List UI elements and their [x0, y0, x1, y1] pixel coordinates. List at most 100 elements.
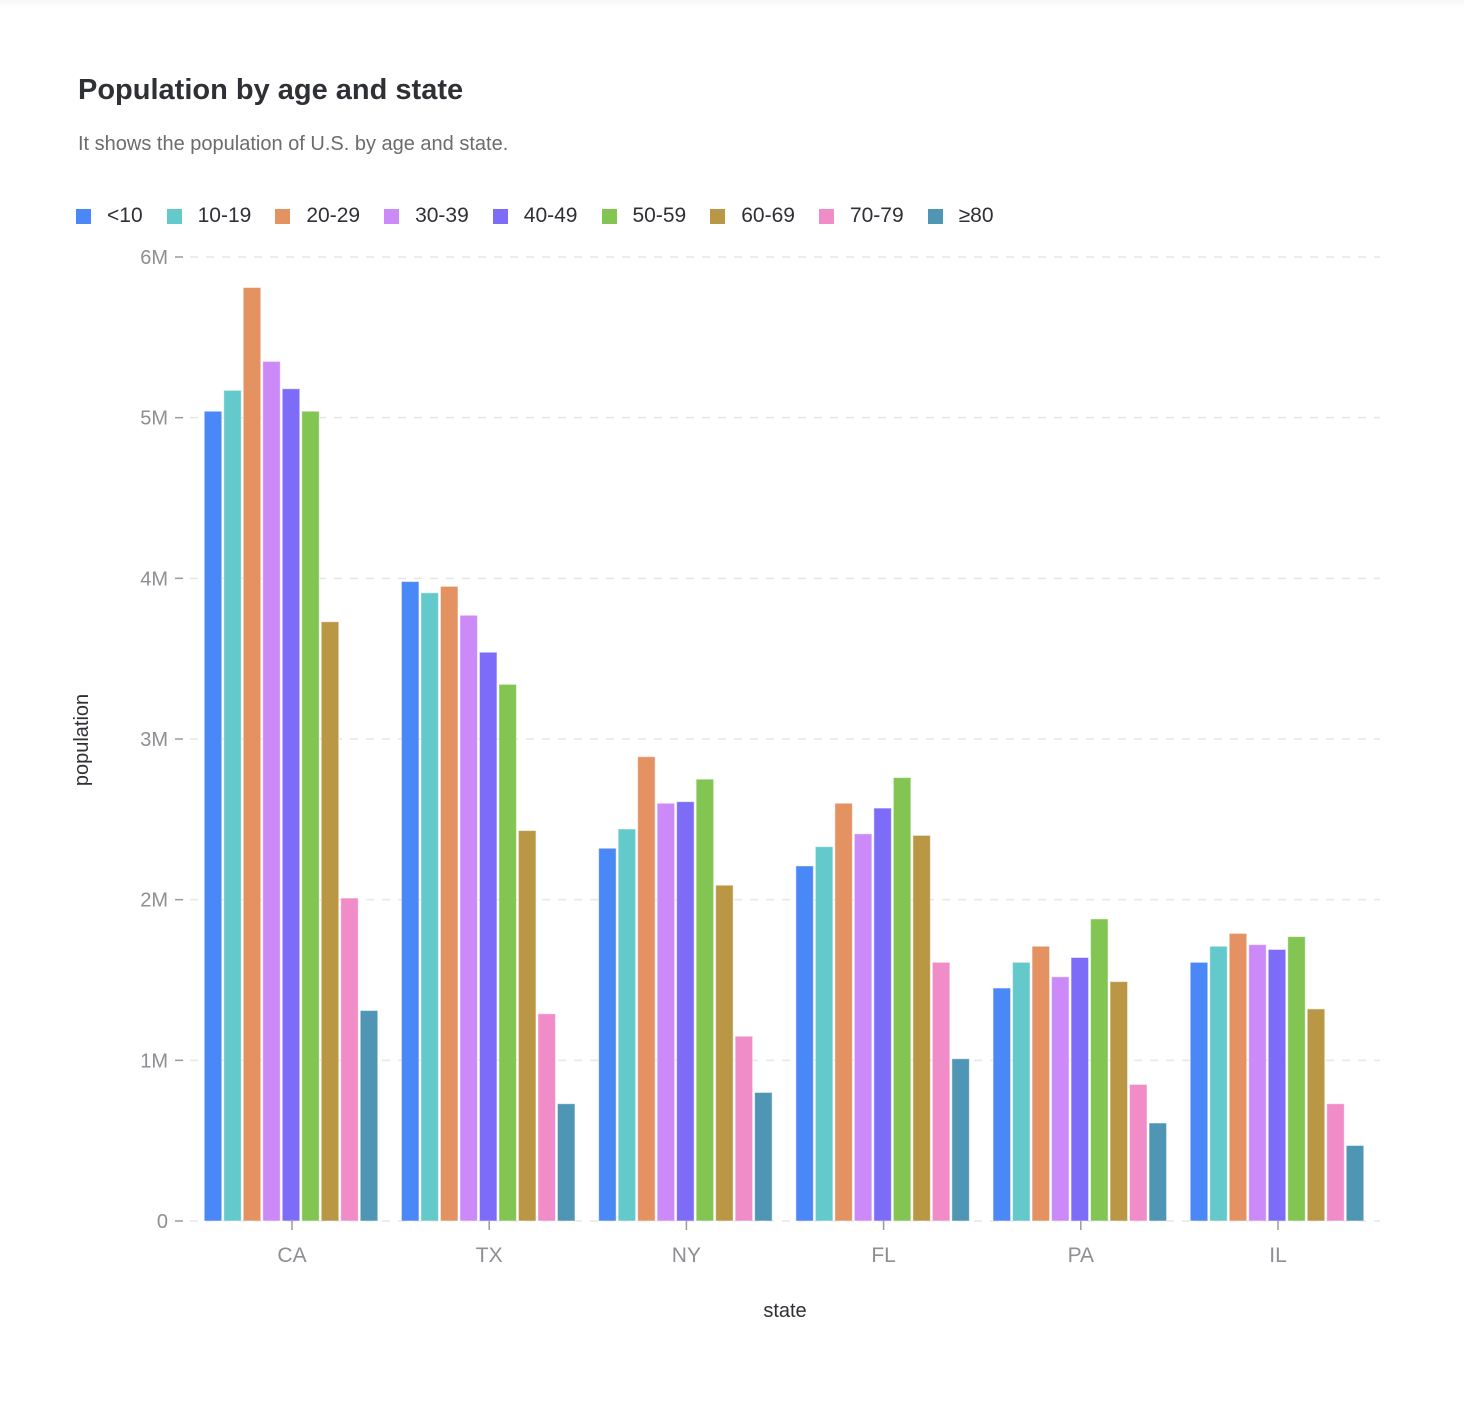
y-tick-label: 1M [140, 1050, 168, 1072]
bar[interactable] [1012, 961, 1031, 1222]
bar[interactable] [734, 1035, 754, 1222]
bar[interactable] [498, 683, 517, 1222]
x-axis-title: state [763, 1300, 806, 1322]
bar[interactable] [1070, 957, 1090, 1222]
bar[interactable] [1109, 981, 1129, 1222]
bar[interactable] [1248, 944, 1267, 1222]
bar[interactable] [1209, 945, 1228, 1222]
bar[interactable] [1031, 945, 1051, 1222]
legend-label: 10-19 [197, 204, 252, 227]
x-tick-label: FL [871, 1244, 896, 1267]
bar[interactable] [1326, 1103, 1345, 1222]
x-tick-label: TX [476, 1244, 503, 1267]
bar[interactable] [992, 987, 1012, 1222]
legend-item[interactable]: 10-19 [166, 204, 252, 228]
legend-swatch-icon [76, 208, 91, 224]
bar[interactable] [439, 585, 459, 1222]
bar[interactable] [795, 865, 814, 1222]
bar[interactable] [715, 884, 734, 1222]
top-edge [0, 0, 1464, 8]
legend-label: 60-69 [741, 204, 795, 227]
y-axis-title: population [71, 694, 93, 786]
bar[interactable] [262, 360, 281, 1222]
bar[interactable] [1228, 932, 1248, 1222]
legend-swatch-icon [601, 208, 617, 224]
bar[interactable] [1129, 1083, 1148, 1222]
bar[interactable] [517, 830, 537, 1222]
bar[interactable] [754, 1091, 773, 1222]
bar[interactable] [695, 778, 715, 1222]
y-tick-label: 6M [140, 247, 168, 269]
bar[interactable] [320, 621, 340, 1222]
bar[interactable] [1345, 1144, 1365, 1222]
legend-label: <10 [107, 204, 143, 227]
legend-swatch-icon [492, 208, 508, 224]
bar[interactable] [556, 1103, 576, 1222]
legend-label: 70-79 [849, 204, 904, 227]
bar[interactable] [478, 651, 498, 1222]
bar[interactable] [420, 592, 439, 1222]
legend-label: 20-29 [306, 204, 361, 227]
legend-swatch-icon [710, 208, 726, 224]
y-tick-label: 4M [140, 568, 168, 590]
bar[interactable] [203, 410, 223, 1222]
bar[interactable] [1051, 976, 1070, 1222]
bar[interactable] [301, 410, 320, 1222]
bar[interactable] [1148, 1122, 1168, 1222]
bar[interactable] [340, 897, 359, 1222]
bar[interactable] [873, 807, 892, 1222]
bar[interactable] [814, 846, 834, 1222]
x-tick-label: CA [277, 1244, 306, 1267]
bar[interactable] [637, 756, 656, 1222]
bar[interactable] [359, 1010, 379, 1222]
legend-swatch-icon [166, 208, 182, 224]
bar[interactable] [1090, 918, 1109, 1222]
legend: <10 10-19 20-29 30-39 40-49 50-59 60-69 70-79 ≥8… [76, 204, 1018, 228]
bar[interactable] [459, 614, 478, 1222]
legend-swatch-icon [927, 208, 943, 224]
y-tick-label: 3M [140, 729, 168, 751]
bar[interactable] [400, 581, 420, 1222]
bar[interactable] [834, 802, 853, 1222]
legend-item[interactable]: 60-69 [710, 204, 795, 228]
legend-item[interactable]: 50-59 [601, 204, 687, 228]
legend-swatch-icon [384, 208, 400, 224]
legend-item[interactable]: ≥80 [927, 204, 994, 228]
bar[interactable] [1306, 1008, 1326, 1222]
y-tick-label: 0 [157, 1211, 168, 1233]
bar[interactable] [656, 802, 676, 1222]
legend-item[interactable]: 20-29 [275, 204, 360, 228]
chart-title: Population by age and state [78, 74, 464, 106]
x-tick-label: IL [1269, 1244, 1287, 1267]
bar[interactable] [1267, 948, 1287, 1222]
bar[interactable] [537, 1013, 556, 1222]
legend-swatch-icon [275, 208, 291, 224]
bar[interactable] [892, 777, 912, 1222]
bar[interactable] [951, 1058, 970, 1222]
bar[interactable] [242, 287, 262, 1222]
chart-subtitle: It shows the population of U.S. by age a… [78, 133, 509, 155]
bar[interactable] [1189, 961, 1209, 1222]
legend-item[interactable]: 40-49 [492, 204, 578, 228]
x-tick-label: NY [672, 1244, 701, 1267]
bar[interactable] [931, 961, 951, 1222]
bar[interactable] [676, 801, 695, 1222]
x-tick-label: PA [1068, 1244, 1094, 1267]
bar[interactable] [598, 847, 617, 1222]
bar[interactable] [223, 389, 242, 1222]
bar[interactable] [912, 834, 931, 1222]
legend-swatch-icon [818, 208, 834, 224]
y-tick-label: 5M [140, 408, 168, 430]
bar[interactable] [617, 828, 637, 1222]
bar[interactable] [853, 833, 873, 1222]
legend-item[interactable]: 30-39 [384, 204, 469, 228]
legend-label: ≥80 [958, 204, 994, 227]
bar[interactable] [1287, 936, 1306, 1222]
legend-label: 40-49 [523, 204, 578, 227]
legend-label: 30-39 [415, 204, 469, 227]
bar[interactable] [281, 388, 301, 1222]
y-tick-label: 2M [140, 890, 168, 912]
legend-item[interactable]: 70-79 [818, 204, 904, 228]
legend-item[interactable]: <10 [76, 204, 143, 228]
legend-label: 50-59 [632, 204, 687, 227]
